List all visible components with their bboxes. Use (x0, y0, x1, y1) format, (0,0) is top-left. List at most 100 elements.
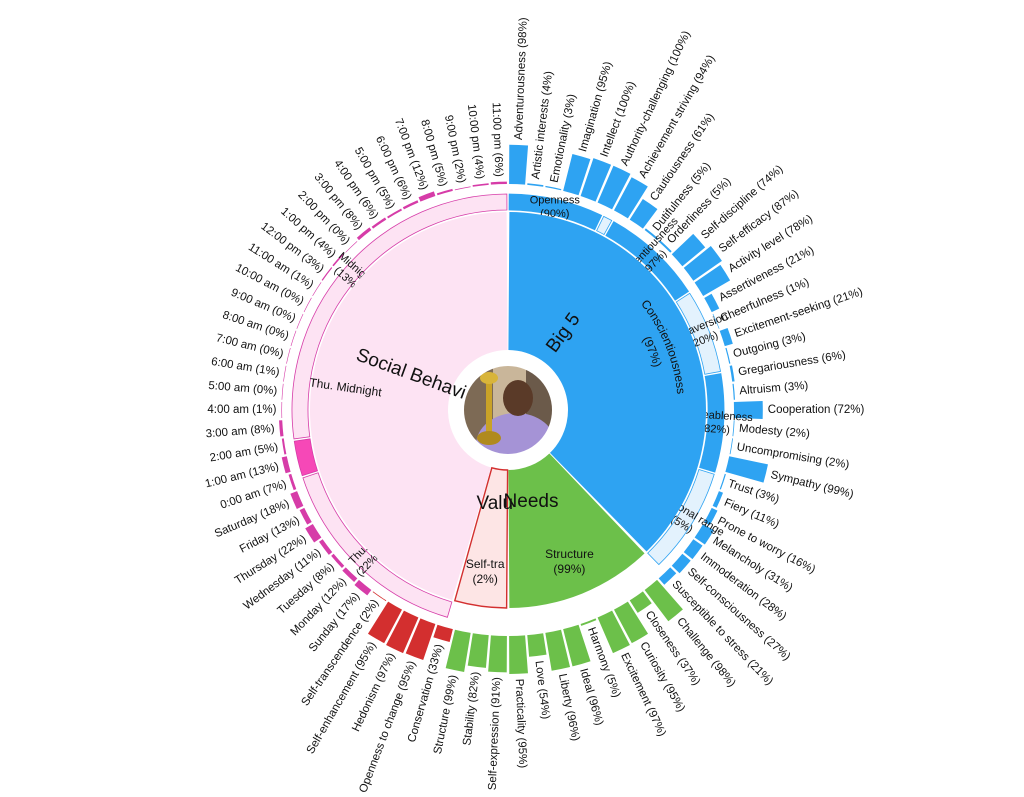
bar-label: Structure (99%) (432, 674, 460, 755)
bar-9-00-pm-2 (454, 186, 471, 191)
bar-label: Stability (82%) (461, 671, 482, 746)
bar-2-00-pm-0 (345, 241, 358, 253)
bar-excitement-97 (597, 610, 630, 654)
bar-4-00-pm-6 (371, 217, 387, 229)
bar-liberty-96 (545, 629, 571, 671)
bar-artistic-interests-4 (527, 183, 544, 187)
outer-segment-extraversion[interactable] (675, 292, 721, 375)
bar-dutifulness-5 (644, 228, 659, 241)
bar-structure-99 (445, 629, 471, 672)
bar-gregariousness-6 (729, 365, 735, 382)
bar-closeness-37 (629, 591, 652, 613)
bar-7-00-am-0 (286, 348, 291, 364)
outer-segment-agreeableness[interactable] (699, 373, 725, 473)
bar-10-00-pm-4 (472, 183, 489, 187)
bar-label: Love (54%) (532, 660, 551, 720)
bar-9-00-am-0 (296, 313, 304, 329)
bar-6-00-am-1 (283, 365, 287, 382)
bar-label: 5:00 am (0%) (208, 380, 278, 398)
bar-label: Altruism (3%) (739, 380, 809, 398)
outer-segment-thu[interactable] (302, 472, 453, 618)
bar-label: 11:00 pm (6%) (490, 102, 505, 177)
outer-segment-conscientiousness[interactable] (605, 221, 690, 301)
bar-hedonism-97 (386, 610, 419, 654)
bar-susceptible-to-stress-21 (658, 567, 677, 585)
outer-segment-openness[interactable] (508, 193, 603, 231)
middle-segment-thu-midnight[interactable] (310, 212, 508, 600)
bar-thursday-22 (305, 523, 322, 543)
bar-self-enhancement-95 (367, 601, 403, 644)
bar-label: Practicality (95%) (513, 679, 529, 769)
bar-7-00-pm-12 (418, 191, 436, 202)
bar-6-00-pm-6 (402, 200, 419, 210)
bar-2-00-am-5 (281, 438, 287, 455)
segment-label: Structure (99%) (545, 547, 594, 576)
outer-segment-emotional-range[interactable] (647, 468, 715, 566)
bar-12-00-pm-3 (321, 267, 333, 281)
segment-label: Self-tra (2%) (466, 557, 505, 586)
bar-10-00-am-0 (303, 297, 312, 313)
bar-self-discipline-74 (671, 233, 706, 267)
bar-love-54 (527, 633, 547, 657)
bar-self-transcendence-2 (372, 591, 387, 602)
bar-achievement-striving-94 (613, 177, 648, 219)
bar-8-00-pm-5 (436, 188, 453, 196)
bar-monday-12 (342, 567, 358, 583)
bar-8-00-am-0 (290, 330, 297, 347)
bar-label: 6:00 am (1%) (210, 356, 280, 379)
bar-label: Adventurousness (98%) (513, 17, 530, 140)
bar-curiosity-95 (613, 601, 649, 644)
bar-label: Ideal (96%) (577, 667, 605, 727)
bar-label: Liberty (96%) (556, 673, 581, 743)
bar-label: Modesty (2%) (739, 423, 811, 441)
bar-label: 3:00 am (8%) (205, 423, 275, 441)
middle-segment-self-tra[interactable] (453, 466, 509, 609)
bar-emotionality-3 (545, 185, 562, 191)
bar-challenge-98 (644, 579, 683, 622)
bar-modesty-2 (732, 420, 735, 437)
bar-trust-3 (719, 473, 726, 490)
bar-11-00-pm-6 (490, 181, 507, 185)
bar-wednesday-11 (319, 539, 333, 555)
bar-self-efficacy-87 (683, 246, 722, 281)
bar-3-00-pm-8 (356, 227, 372, 241)
bar-fiery-11 (712, 491, 724, 508)
bar-conservation-33 (433, 624, 453, 642)
bar-saturday-18 (290, 491, 304, 509)
bar-1-00-pm-4 (332, 253, 345, 267)
bar-stability-82 (467, 633, 489, 668)
bar-3-00-am-8 (279, 420, 284, 437)
outer-segment-blank[interactable] (293, 438, 318, 477)
bar-practicality-95 (509, 635, 528, 674)
bar-immoderation-28 (683, 539, 703, 560)
bar-cheerfulness-1 (712, 313, 720, 329)
bar-label: 4:00 am (1%) (207, 404, 276, 416)
bar-altruism-3 (732, 383, 735, 400)
bar-imagination-95 (563, 153, 591, 196)
outer-segment-midnight[interactable] (291, 193, 508, 440)
middle-segment-structure[interactable] (508, 453, 645, 608)
bar-authority-challenging-100 (597, 165, 631, 210)
bar-outgoing-3 (725, 347, 731, 364)
bar-friday-13 (299, 507, 312, 525)
bar-orderliness-5 (658, 240, 672, 253)
bar-ideal-96 (563, 624, 591, 667)
bar-label: Self-expression (91%) (487, 677, 504, 791)
bar-11-00-am-1 (312, 282, 322, 297)
bar-0-00-am-7 (288, 473, 297, 491)
bar-prone-to-worry-16 (704, 507, 718, 526)
bar-sunday-17 (354, 579, 372, 596)
bar-harmony-5 (580, 618, 597, 626)
middle-segment-conscientiousness[interactable] (508, 212, 706, 552)
category-needs: Needs (504, 491, 559, 512)
bar-label: 10:00 pm (4%) (465, 103, 486, 179)
bar-sympathy-99 (725, 456, 768, 483)
bar-label: 2:00 am (5%) (209, 441, 279, 464)
bar-adventurousness-98 (509, 144, 529, 185)
bar-label: Cooperation (72%) (768, 404, 865, 416)
bar-1-00-am-13 (281, 456, 291, 474)
outer-segment-blank[interactable] (596, 215, 613, 236)
bar-activity-level-78 (694, 264, 731, 297)
bar-4-00-am-1 (281, 401, 283, 419)
